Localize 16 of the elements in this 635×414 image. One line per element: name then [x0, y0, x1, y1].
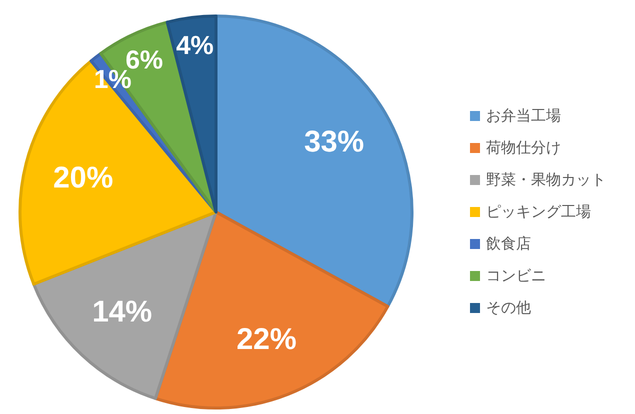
- pie-slice: [32, 210, 218, 400]
- legend-label: 野菜・果物カット: [486, 172, 606, 188]
- pie-slice: [166, 14, 218, 214]
- legend-label: お弁当工場: [486, 108, 561, 124]
- legend-label: ピッキング工場: [486, 204, 591, 220]
- data-label: 4%: [176, 30, 214, 60]
- legend-label: コンビニ: [486, 268, 546, 284]
- data-label: 14%: [92, 296, 152, 329]
- legend-label: 飲食店: [486, 236, 531, 252]
- pie-slice: [214, 14, 414, 308]
- pie-slice: [154, 210, 390, 410]
- legend-label: 荷物仕分け: [486, 140, 561, 156]
- data-label: 33%: [304, 126, 364, 159]
- data-label: 20%: [53, 161, 114, 194]
- data-label: 22%: [236, 323, 297, 356]
- legend-label: その他: [486, 300, 531, 316]
